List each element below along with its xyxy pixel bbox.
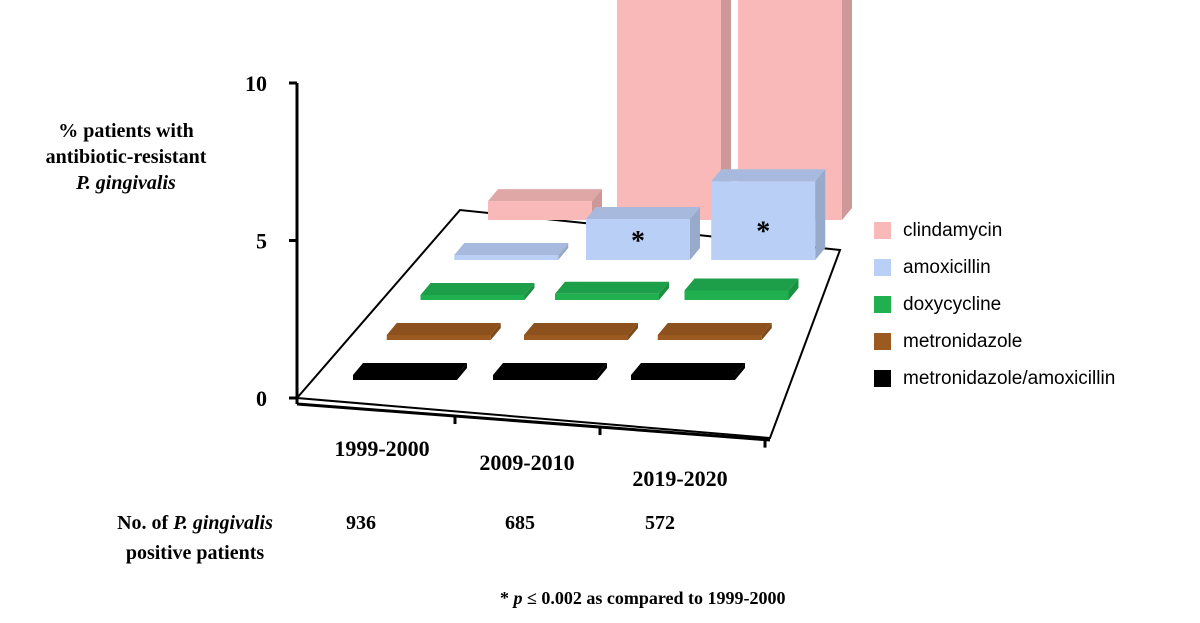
series-clindamycin: **: [488, 0, 852, 220]
significance-marker: *: [631, 226, 645, 257]
y-tick-label: 10: [245, 71, 267, 96]
bar-top: [488, 189, 602, 202]
bar-top: [631, 363, 745, 375]
bar-side: [558, 243, 569, 260]
bar-side: [842, 0, 852, 220]
bar: [555, 293, 659, 300]
patient-count-2019-2020: 572: [645, 512, 675, 534]
patient-count-label: No. of P. gingivalis positive patients: [60, 508, 330, 568]
bar-side: [761, 323, 772, 340]
bar: [617, 0, 721, 220]
footnote-p: p: [513, 588, 523, 608]
legend-item-metronidazole: metronidazole: [874, 323, 1115, 360]
patient-count-label-line-2: positive patients: [125, 542, 265, 564]
legend-label-metronidazole-amoxicillin: metronidazole/amoxicillin: [903, 367, 1116, 389]
bar-side: [628, 323, 638, 340]
bar-side: [659, 281, 669, 300]
bar-side: [735, 363, 745, 380]
bar: [586, 219, 690, 260]
legend-label-amoxicillin: amoxicillin: [903, 256, 991, 278]
bar: [631, 375, 735, 380]
bar-side: [597, 363, 607, 380]
bar: [493, 375, 597, 380]
bar-top: [454, 243, 569, 255]
bar-top: [493, 363, 607, 375]
x-tick-label: 1999-2000: [334, 436, 429, 461]
bar-side: [815, 169, 826, 260]
bar-top: [524, 323, 638, 335]
bar: [684, 290, 789, 300]
legend-swatch-metronidazole-amoxicillin: [874, 370, 891, 387]
bar-side: [788, 278, 799, 300]
footnote-marker: *: [500, 588, 509, 608]
bar-side: [490, 323, 501, 340]
bar: [454, 255, 559, 260]
bar-top: [657, 323, 772, 335]
patient-count-1999-2000: 936: [346, 512, 376, 534]
chart-tick-labels: 0 5 10 1999-2000 2009-2010 2019-2020: [245, 71, 728, 491]
legend-item-clindamycin: clindamycin: [874, 212, 1115, 249]
legend-swatch-metronidazole: [874, 333, 891, 350]
legend: clindamycin amoxicillin doxycycline metr…: [874, 212, 1115, 397]
bar: [524, 335, 628, 340]
bar: [420, 295, 525, 300]
series-metronidazole: [386, 323, 772, 340]
legend-swatch-doxycycline: [874, 296, 891, 313]
bar-side: [457, 363, 467, 380]
legend-label-clindamycin: clindamycin: [903, 219, 1003, 241]
patient-count-label-prefix: No. of: [117, 512, 169, 534]
series-amoxicillin: * *: [454, 169, 826, 260]
bar: [711, 181, 816, 260]
chart-axes: [289, 81, 771, 448]
series-metronidazole-amoxicillin: [353, 363, 745, 380]
y-axis-label-line-3: P. gingivalis: [76, 172, 176, 194]
bar: [488, 201, 592, 220]
legend-swatch-amoxicillin: [874, 259, 891, 276]
y-axis-label-line-2: antibiotic-resistant: [45, 146, 207, 168]
bar-top: [586, 207, 700, 220]
y-axis-label-line-1: % patients with: [58, 120, 194, 142]
x-tick-label: 2019-2020: [632, 466, 727, 491]
legend-item-metronidazole-amoxicillin: metronidazole/amoxicillin: [874, 360, 1115, 397]
footnote-text: ≤ 0.002 as compared to 1999-2000: [527, 588, 786, 608]
bar-side: [524, 283, 535, 300]
legend-swatch-clindamycin: [874, 222, 891, 239]
significance-footnote: * p ≤ 0.002 as compared to 1999-2000: [500, 588, 786, 609]
bar-side: [721, 0, 731, 220]
bar-side: [690, 207, 700, 260]
bar: [353, 375, 457, 380]
legend-item-amoxicillin: amoxicillin: [874, 249, 1115, 286]
bar-top: [353, 363, 467, 375]
y-tick-label: 5: [256, 229, 267, 254]
chart-bars: ****: [353, 0, 852, 380]
bar-top: [555, 281, 669, 294]
legend-label-doxycycline: doxycycline: [903, 293, 1002, 315]
bar-top: [684, 278, 799, 291]
x-tick-label: 2009-2010: [479, 450, 574, 475]
series-doxycycline: [420, 278, 799, 300]
bar: [386, 335, 491, 340]
y-tick-label: 0: [256, 386, 267, 411]
legend-label-metronidazole: metronidazole: [903, 330, 1023, 352]
legend-item-doxycycline: doxycycline: [874, 286, 1115, 323]
patient-count-label-line-1: No. of P. gingivalis: [60, 508, 330, 538]
patient-count-label-species: P. gingivalis: [173, 512, 273, 534]
x-axis-line: [296, 402, 771, 442]
bar-top: [420, 283, 535, 295]
bar: [657, 335, 762, 340]
bar-top: [711, 169, 826, 182]
bar: [738, 0, 842, 220]
y-axis-label: % patients with antibiotic-resistant P. …: [8, 118, 244, 196]
significance-marker: *: [756, 216, 770, 247]
patient-count-2009-2010: 685: [505, 512, 535, 534]
bar-top: [386, 323, 501, 335]
